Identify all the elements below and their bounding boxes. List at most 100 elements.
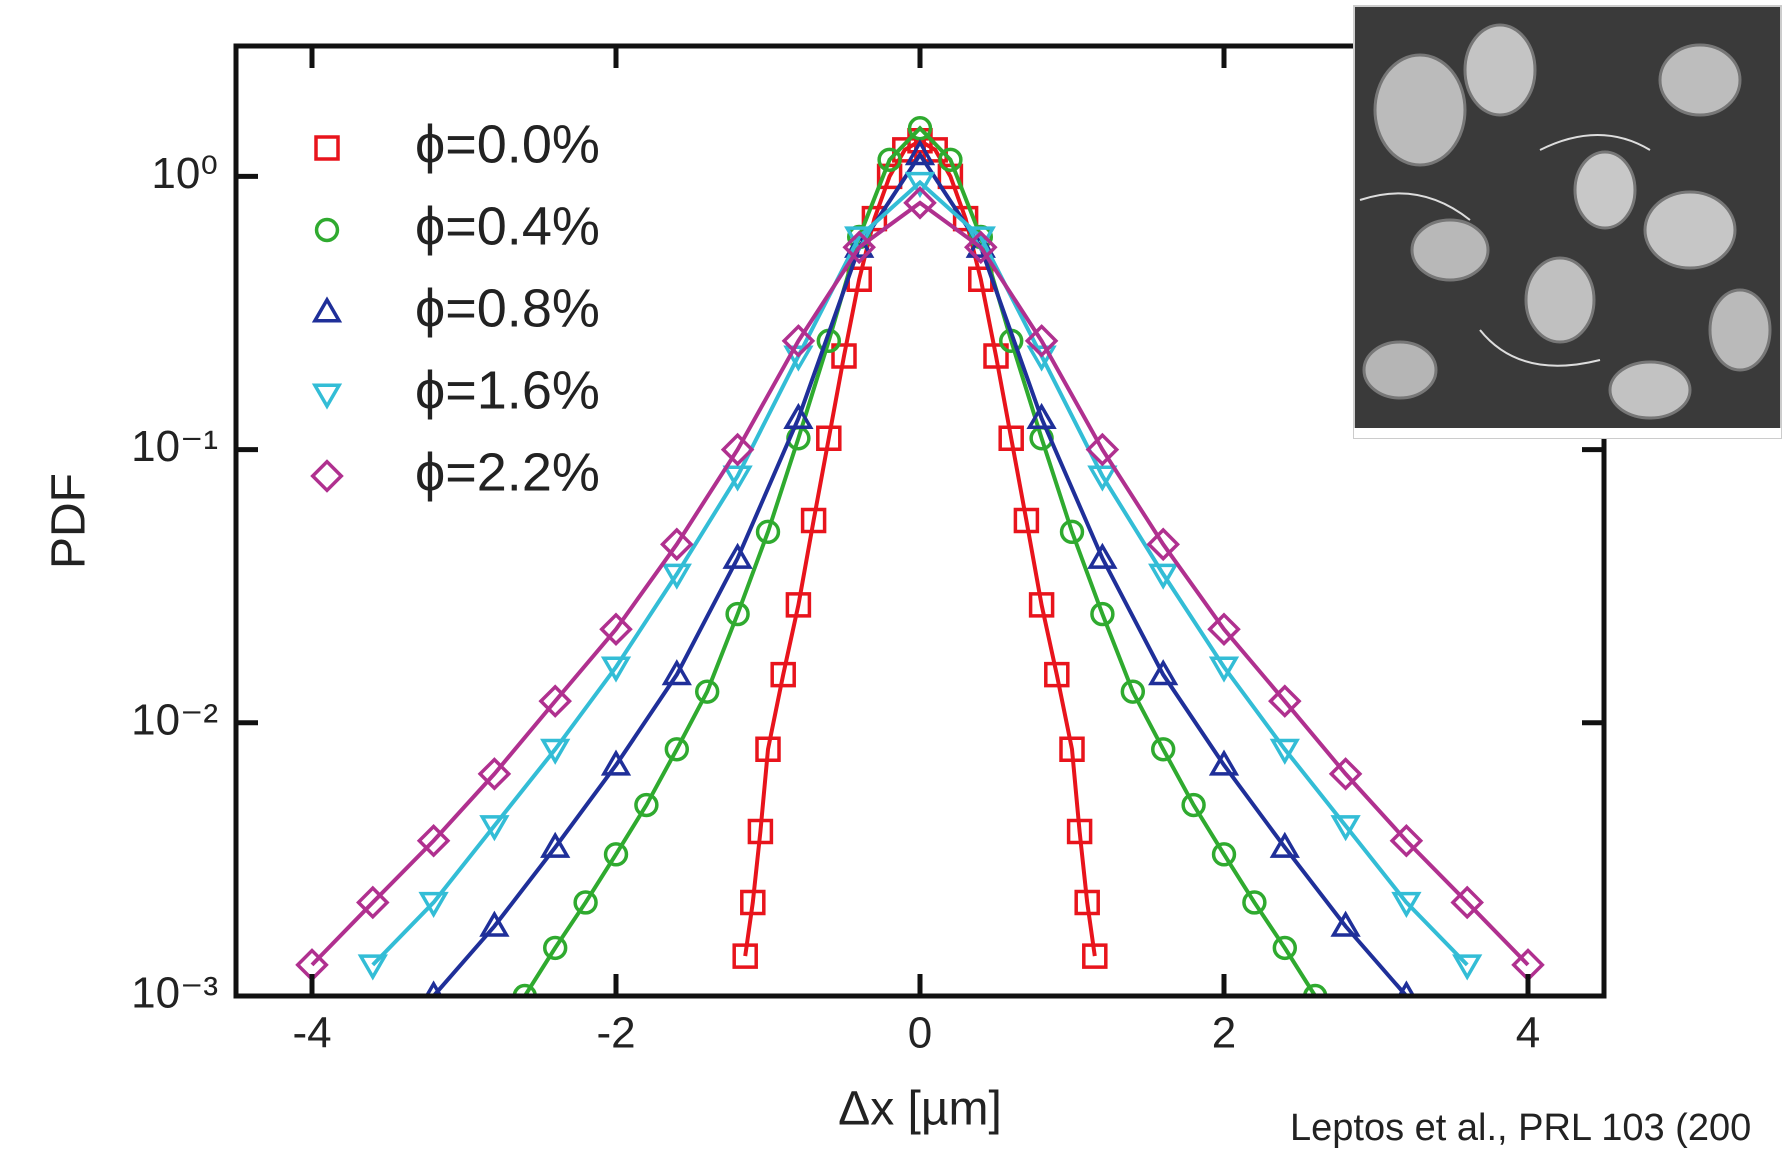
data-point [732,943,758,969]
x-axis-label: Δx [µm] [838,1083,1002,1136]
data-point [479,910,510,937]
fit-line [432,151,1408,996]
data-point [1211,842,1237,867]
data-point [907,116,933,141]
fit-line [523,125,1317,996]
data-point [816,425,842,452]
data-point [600,656,632,683]
data-point [770,661,796,688]
data-point [740,889,766,916]
data-point [543,935,568,961]
x-tick-label: 4 [1516,1009,1540,1058]
data-point [1074,889,1100,916]
legend-marker [314,135,340,161]
data-point [1044,661,1070,688]
data-point [904,171,936,199]
y-tick-label: 10⁰ [151,149,218,198]
data-point [695,679,720,704]
x-tick-label: 2 [1212,1009,1236,1058]
x-tick-label: -4 [292,1009,331,1058]
legend-marker [310,459,344,493]
data-point [660,527,694,562]
data-point [785,592,812,618]
data-point [755,519,781,545]
data-point [831,343,857,369]
y-tick-label: 10⁻² [131,695,218,744]
data-point [1389,823,1424,858]
data-point [783,345,814,372]
data-point [603,842,629,867]
data-point [661,659,692,686]
data-point [1242,890,1267,915]
data-point [1026,345,1057,372]
data-point [1087,465,1118,492]
legend-marker [311,383,343,410]
legend-label: ϕ=0.0% [415,114,600,174]
inset-photo [1353,5,1782,439]
data-point [357,954,388,981]
legend-label: ϕ=0.4% [415,196,600,256]
data-point [964,230,998,265]
data-point [1028,592,1055,618]
data-point [842,230,876,265]
data-point [983,343,1009,369]
data-point [479,815,510,842]
data-point [1059,736,1085,763]
data-point [1026,402,1057,429]
data-point [356,885,390,920]
data-point [1151,737,1176,762]
data-point [1090,601,1115,627]
data-point [1120,679,1146,704]
legend-label: ϕ=0.8% [415,278,600,338]
data-point [722,465,753,492]
data-point [747,818,774,845]
data-point [1452,954,1483,981]
data-point [1082,943,1108,969]
data-point [922,137,948,163]
data-point [634,792,659,818]
data-point [1208,656,1240,683]
data-point [661,563,692,590]
data-point [1208,749,1240,776]
legend-marker [314,217,340,243]
data-point [1024,324,1059,358]
legend-label: ϕ=1.6% [415,360,600,420]
legend-label: ϕ=2.2% [415,442,600,502]
data-point [416,823,451,858]
data-point [1268,684,1302,718]
data-point [477,757,512,791]
data-point [781,324,816,358]
y-tick-label: 10⁻¹ [131,422,218,471]
data-point [1181,792,1206,818]
data-point [1269,738,1300,765]
data-point [1146,527,1180,562]
data-point [1391,891,1422,919]
data-point [1330,815,1361,842]
data-point [877,147,902,172]
data-point [720,432,755,467]
x-tick-label: -2 [596,1009,635,1058]
data-point [1066,818,1093,845]
data-point [938,147,963,172]
data-point [722,542,753,569]
data-point [904,139,936,166]
data-point [599,612,633,647]
data-point [1148,563,1179,590]
data-point [418,891,449,919]
data-point [903,186,937,220]
data-point [1330,910,1361,937]
data-point [725,601,750,627]
data-point [800,507,827,534]
data-point [998,425,1024,452]
data-point [1013,507,1040,534]
data-point [540,738,571,765]
data-point [968,266,994,293]
data-point [540,831,571,858]
legend-marker [311,296,343,323]
y-tick-label: 10⁻³ [131,969,218,1018]
data-point [1087,542,1118,569]
data-point [1450,885,1484,920]
data-point [1085,432,1120,467]
data-point [1269,831,1300,858]
